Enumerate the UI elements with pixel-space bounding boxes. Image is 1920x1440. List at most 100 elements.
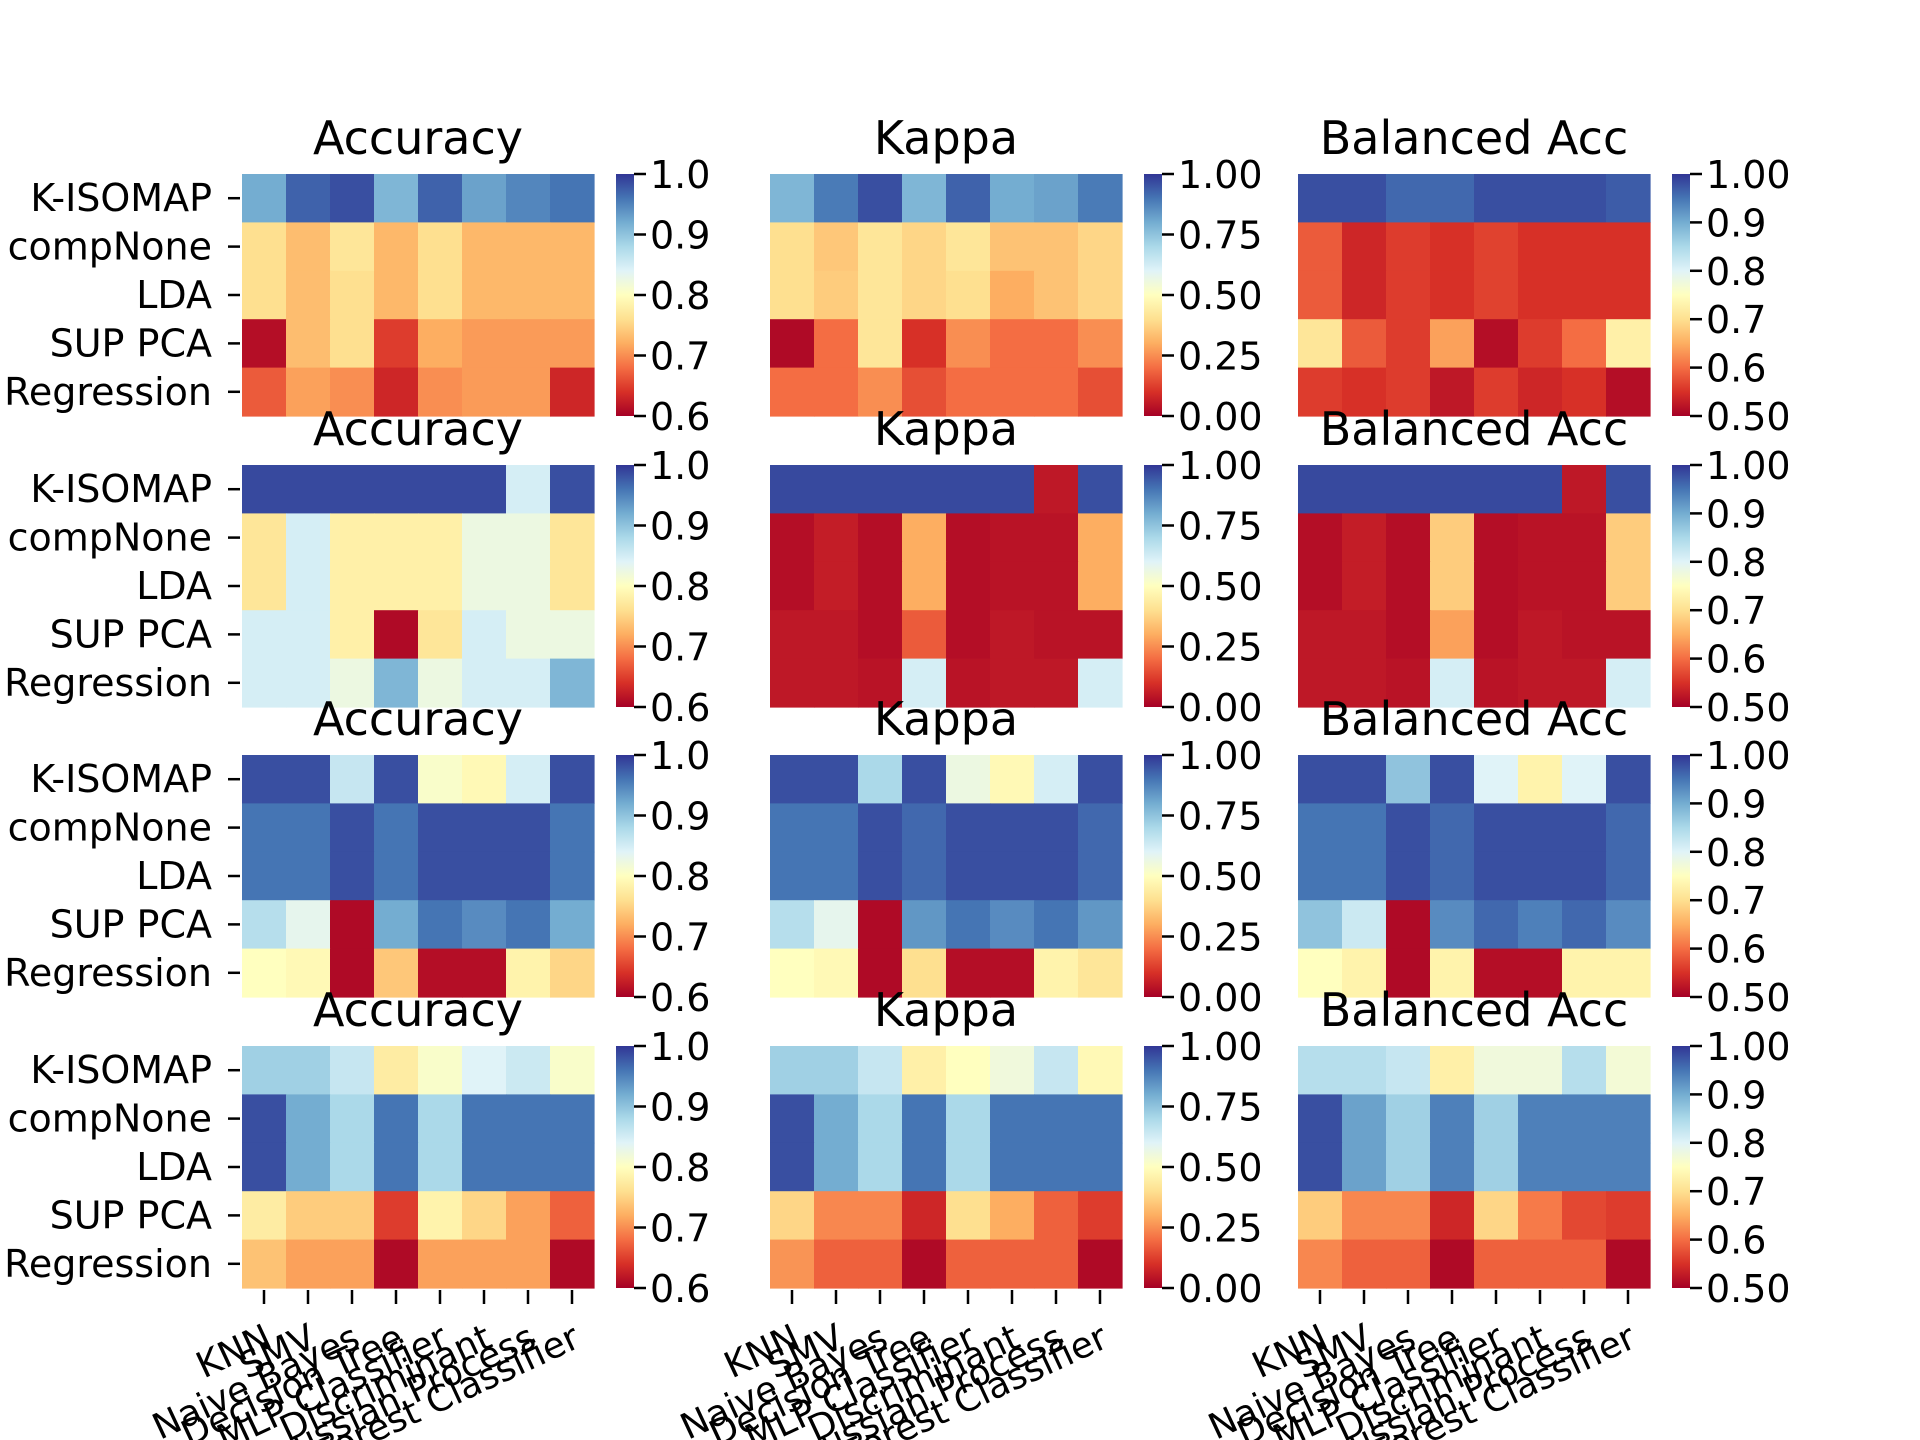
heatmap-cell — [902, 561, 947, 611]
heatmap-cell — [1518, 658, 1563, 708]
heatmap-cell — [770, 222, 815, 272]
heatmap-cell — [902, 803, 947, 853]
heatmap-cell — [1342, 1046, 1387, 1095]
heatmap-cell — [1562, 1142, 1607, 1192]
heatmap-cell — [550, 270, 595, 320]
heatmap-cell — [858, 222, 903, 272]
colorbar-tick-label: 0.9 — [1706, 201, 1766, 245]
heatmap-cell — [1518, 851, 1563, 901]
heatmap-cell — [1518, 222, 1563, 272]
heatmap-cell — [1430, 755, 1475, 804]
heatmap-cell — [1562, 658, 1607, 708]
heatmap-cell — [1518, 948, 1563, 998]
heatmap-cell — [462, 319, 507, 369]
heatmap-cell — [1518, 319, 1563, 369]
heatmap-cell — [990, 270, 1035, 320]
heatmap-cell — [1430, 513, 1475, 563]
colorbar-tick-label: 0.8 — [650, 855, 710, 899]
heatmap-cell — [858, 803, 903, 853]
heatmap-cell — [902, 1094, 947, 1144]
heatmap-cell — [286, 755, 331, 804]
heatmap-cell — [242, 851, 287, 901]
heatmap-cell — [1474, 658, 1519, 708]
heatmap-cell — [1606, 319, 1651, 369]
heatmap-cell — [1034, 1046, 1079, 1095]
heatmap-cell — [242, 948, 287, 998]
heatmap-cell — [1518, 1142, 1563, 1192]
heatmap-cell — [1562, 1191, 1607, 1241]
colorbar — [1672, 465, 1690, 707]
heatmap-cell — [374, 319, 419, 369]
heatmap-cell — [1474, 1142, 1519, 1192]
heatmap-cell — [902, 755, 947, 804]
heatmap-cell — [902, 1191, 947, 1241]
heatmap-cell — [462, 1239, 507, 1289]
y-tick-label: LDA — [136, 273, 212, 317]
heatmap-cell — [1518, 1046, 1563, 1095]
heatmap-cell — [242, 1239, 287, 1289]
heatmap-cell — [946, 465, 991, 514]
heatmap-cell — [1474, 1094, 1519, 1144]
heatmap-cell — [946, 1239, 991, 1289]
heatmap-cell — [506, 367, 551, 417]
heatmap-cell — [1562, 319, 1607, 369]
heatmap-cell — [1606, 561, 1651, 611]
heatmap-cell — [242, 658, 287, 708]
colorbar — [1672, 1046, 1690, 1288]
heatmap-cell — [814, 1142, 859, 1192]
heatmap-cell — [770, 367, 815, 417]
heatmap-cell — [990, 222, 1035, 272]
heatmap-cell — [990, 465, 1035, 514]
heatmap-cell — [1606, 465, 1651, 514]
colorbar-tick-label: 1.0 — [650, 1025, 710, 1069]
heatmap-cell — [550, 658, 595, 708]
heatmap-cell — [286, 948, 331, 998]
heatmap-cell — [1034, 319, 1079, 369]
heatmap-cell — [1606, 367, 1651, 417]
heatmap-cell — [946, 513, 991, 563]
heatmap-cell — [1342, 755, 1387, 804]
y-tick-label: LDA — [136, 854, 212, 898]
panel-title: Kappa — [874, 692, 1018, 746]
heatmap-cell — [946, 1094, 991, 1144]
colorbar-tick-label: 0.8 — [650, 274, 710, 318]
heatmap-cell — [550, 755, 595, 804]
heatmap-cell — [1606, 1142, 1651, 1192]
colorbar-tick-label: 0.00 — [1178, 1267, 1263, 1311]
heatmap-cell — [418, 1239, 463, 1289]
y-tick-label: SUP PCA — [50, 1193, 212, 1237]
heatmap-cell — [506, 561, 551, 611]
heatmap-cell — [462, 1191, 507, 1241]
heatmap-cell — [1386, 270, 1431, 320]
heatmap-cell — [1606, 900, 1651, 950]
heatmap-cell — [550, 900, 595, 950]
colorbar-tick-label: 0.8 — [1706, 1122, 1766, 1166]
heatmap-cell — [1386, 610, 1431, 660]
heatmap-cell — [1078, 513, 1123, 563]
heatmap-cell — [990, 948, 1035, 998]
heatmap-cell — [990, 610, 1035, 660]
heatmap-cell — [506, 1046, 551, 1095]
heatmap-cell — [1562, 513, 1607, 563]
colorbar-tick-label: 0.6 — [650, 686, 710, 730]
heatmap-cell — [946, 851, 991, 901]
heatmap-cell — [506, 1239, 551, 1289]
heatmap-cell — [814, 948, 859, 998]
colorbar — [616, 174, 634, 416]
colorbar — [1672, 174, 1690, 416]
heatmap-cell — [1078, 1191, 1123, 1241]
heatmap-cell — [1562, 174, 1607, 223]
heatmap-cell — [1386, 513, 1431, 563]
heatmap-cell — [1298, 1046, 1343, 1095]
heatmap-cell — [330, 367, 375, 417]
heatmap-cell — [550, 1142, 595, 1192]
heatmap-cell — [462, 851, 507, 901]
heatmap-cell — [1342, 803, 1387, 853]
heatmap-cell — [1430, 222, 1475, 272]
heatmap-cell — [1518, 755, 1563, 804]
colorbar-tick-label: 0.6 — [1706, 1219, 1766, 1263]
heatmap-cell — [286, 270, 331, 320]
heatmap-cell — [1034, 610, 1079, 660]
heatmap-cell — [1386, 1046, 1431, 1095]
